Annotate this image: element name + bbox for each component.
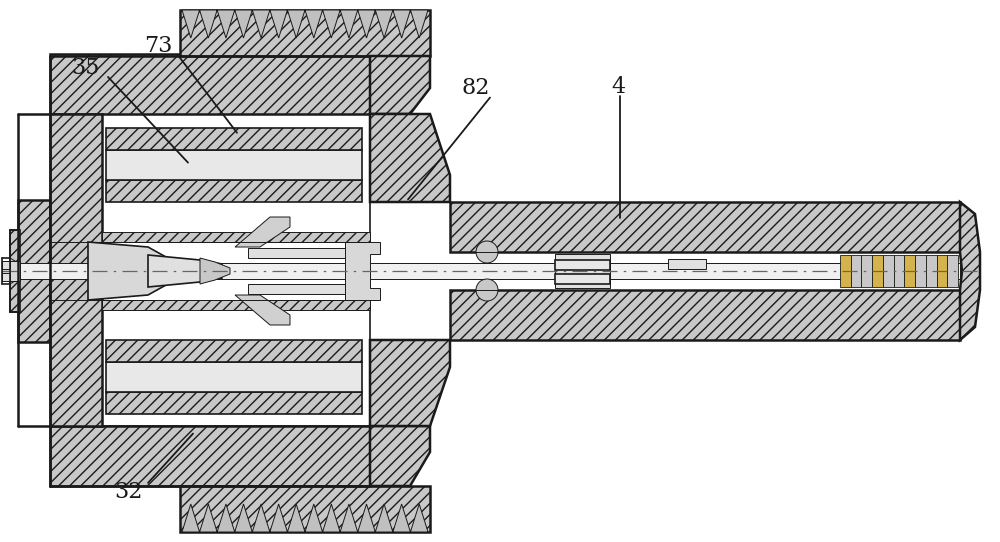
Bar: [947, 255, 958, 287]
Bar: [106, 362, 362, 392]
Polygon shape: [182, 10, 428, 38]
Text: 73: 73: [144, 35, 172, 57]
Bar: [904, 255, 915, 287]
Bar: [915, 255, 926, 287]
Bar: [450, 290, 960, 340]
Bar: [106, 340, 362, 362]
Bar: [894, 255, 904, 287]
Bar: [555, 260, 610, 270]
Polygon shape: [960, 202, 980, 340]
Bar: [106, 128, 362, 150]
Polygon shape: [148, 255, 222, 287]
Bar: [18, 272, 50, 342]
Polygon shape: [200, 258, 230, 284]
Bar: [248, 248, 348, 258]
Text: 32: 32: [114, 481, 142, 503]
Bar: [2, 261, 10, 269]
Polygon shape: [10, 258, 20, 284]
Bar: [102, 114, 370, 236]
Bar: [450, 202, 960, 252]
Text: 4: 4: [611, 76, 625, 98]
Bar: [50, 54, 370, 114]
Polygon shape: [370, 56, 430, 114]
Polygon shape: [235, 217, 290, 247]
Ellipse shape: [476, 241, 498, 263]
Bar: [248, 284, 348, 294]
Bar: [102, 300, 370, 310]
Polygon shape: [182, 504, 428, 532]
Polygon shape: [345, 242, 380, 300]
Bar: [937, 255, 947, 287]
Bar: [668, 259, 706, 269]
Bar: [555, 254, 610, 288]
Polygon shape: [235, 295, 290, 325]
Bar: [883, 255, 894, 287]
Bar: [50, 426, 370, 486]
Text: 35: 35: [71, 57, 99, 79]
Polygon shape: [88, 242, 175, 300]
Text: 82: 82: [462, 77, 490, 99]
Bar: [10, 230, 20, 312]
Bar: [840, 255, 851, 287]
Bar: [861, 255, 872, 287]
Bar: [2, 261, 20, 281]
Bar: [106, 150, 362, 180]
Bar: [180, 486, 430, 532]
Bar: [50, 114, 102, 426]
Bar: [2, 273, 10, 281]
Bar: [18, 200, 50, 270]
Bar: [872, 255, 883, 287]
Bar: [851, 255, 861, 287]
Bar: [106, 180, 362, 202]
Bar: [102, 242, 370, 300]
Bar: [50, 242, 370, 300]
Polygon shape: [370, 340, 450, 426]
Bar: [450, 252, 960, 290]
Bar: [102, 232, 370, 242]
Bar: [106, 392, 362, 414]
Bar: [180, 10, 430, 56]
Bar: [926, 255, 937, 287]
Polygon shape: [370, 114, 450, 202]
Bar: [102, 306, 370, 426]
Bar: [20, 263, 960, 279]
Polygon shape: [370, 426, 430, 486]
Ellipse shape: [476, 279, 498, 301]
Bar: [555, 274, 610, 284]
